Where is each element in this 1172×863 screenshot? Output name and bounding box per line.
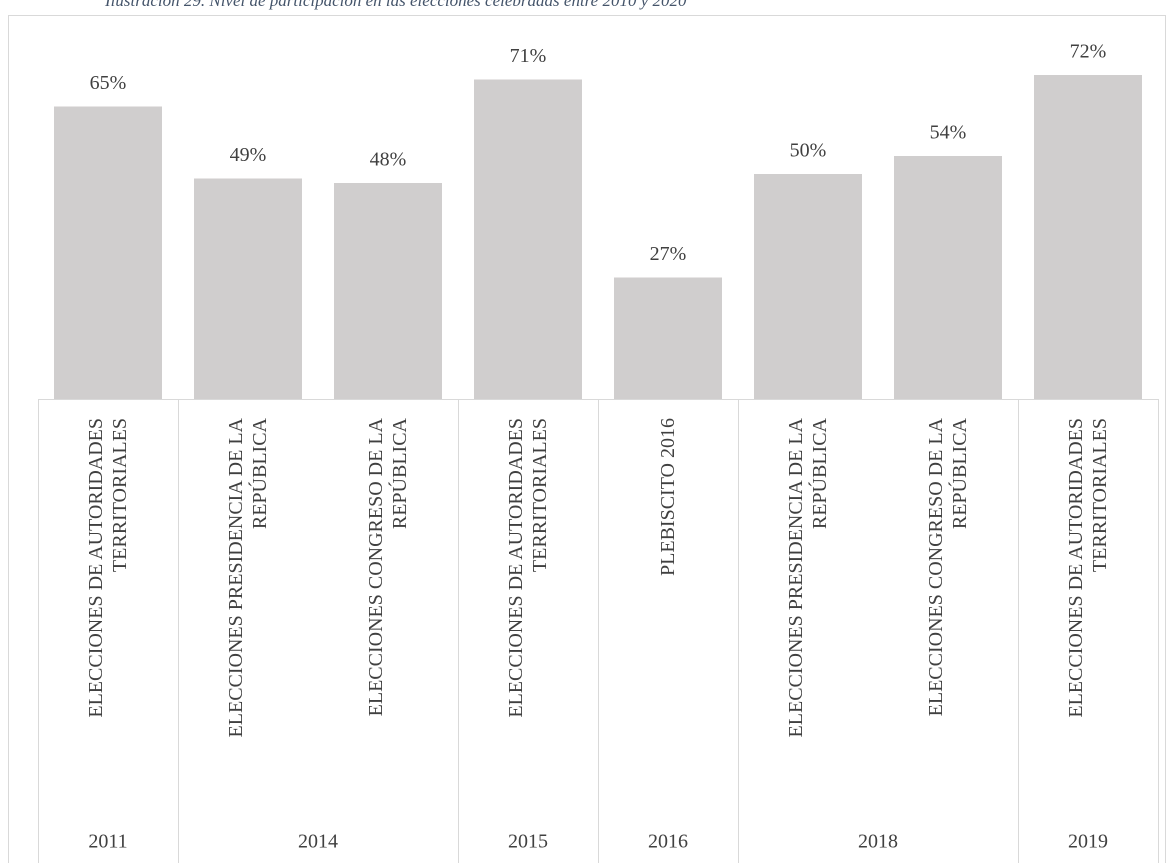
label-line: ELECCIONES DE AUTORIDADES [505, 418, 527, 718]
data-label: 27% [650, 243, 687, 265]
bar [754, 174, 862, 399]
group-label: 2019 [1068, 831, 1108, 853]
bar [614, 277, 722, 399]
data-label: 72% [1070, 41, 1107, 63]
label-line: REPÚBLICA [387, 417, 411, 529]
group-label: 2015 [508, 831, 548, 853]
label-line: ELECCIONES PRESIDENCIA DE LA [225, 417, 247, 737]
group-label: 2018 [858, 831, 898, 853]
label-line: ELECCIONES CONGRESO DE LA [925, 417, 947, 716]
x-tick-label: ELECCIONES DE AUTORIDADES TERRITORIALES [505, 418, 551, 718]
bar [474, 79, 582, 399]
bar [334, 183, 442, 399]
bar [54, 106, 162, 399]
label-line: ELECCIONES DE AUTORIDADES [85, 418, 107, 718]
data-label: 65% [90, 72, 127, 94]
group-label: 2016 [648, 831, 688, 853]
label-line: ELECCIONES CONGRESO DE LA [365, 417, 387, 716]
data-label: 48% [370, 149, 407, 171]
chart-title: Ilustración 29. Nivel de participación e… [104, 0, 687, 10]
data-label: 49% [230, 144, 267, 166]
x-tick-label: ELECCIONES DE AUTORIDADES TERRITORIALES [85, 418, 131, 718]
label-line: REPÚBLICA [807, 417, 831, 529]
group-label: 2011 [88, 831, 127, 853]
label-line: REPÚBLICA [947, 417, 971, 529]
bar [194, 178, 302, 399]
label-line: TERRITORIALES [1089, 418, 1111, 572]
data-label: 50% [790, 140, 827, 162]
x-tick-label: ELECCIONES CONGRESO DE LA REPÚBLICA [925, 417, 971, 716]
x-tick-label: ELECCIONES PRESIDENCIA DE LA REPÚBLICA [785, 417, 831, 737]
data-label: 71% [510, 45, 547, 67]
data-label: 54% [930, 122, 967, 144]
bar [1034, 75, 1142, 399]
group-label: 2014 [298, 831, 338, 853]
chart-frame [8, 15, 1166, 863]
x-tick-label: ELECCIONES CONGRESO DE LA REPÚBLICA [365, 417, 411, 716]
label-line: ELECCIONES PRESIDENCIA DE LA [785, 417, 807, 737]
x-tick-label: ELECCIONES PRESIDENCIA DE LA REPÚBLICA [225, 417, 271, 737]
label-line: REPÚBLICA [247, 417, 271, 529]
label-line: TERRITORIALES [109, 418, 131, 572]
x-tick-label: PLEBISCITO 2016 [657, 418, 679, 576]
x-tick-label: ELECCIONES DE AUTORIDADES TERRITORIALES [1065, 418, 1111, 718]
label-line: TERRITORIALES [529, 418, 551, 572]
label-line: ELECCIONES DE AUTORIDADES [1065, 418, 1087, 718]
bar [894, 156, 1002, 399]
label-line: PLEBISCITO 2016 [657, 418, 679, 576]
